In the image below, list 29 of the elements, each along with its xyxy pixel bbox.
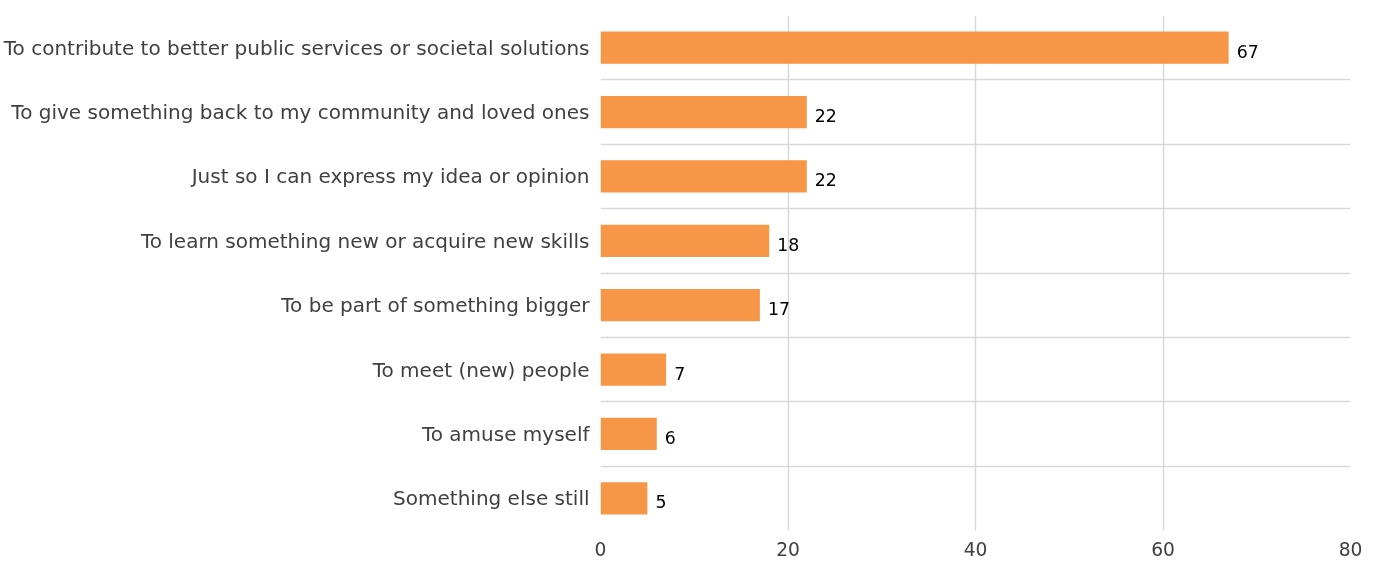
- x-tick-label: 40: [963, 538, 988, 560]
- y-tick-label: To amuse myself: [420, 421, 591, 446]
- y-tick-label: To meet (new) people: [371, 357, 590, 382]
- y-tick-label: To give something back to my community and loved ones: [10, 100, 590, 125]
- y-tick-label: Something else still: [393, 486, 590, 511]
- x-tick-label: 80: [1338, 538, 1363, 560]
- y-tick-label: Just so I can express my idea or opinion: [189, 164, 590, 189]
- y-tick-label: To be part of something bigger: [280, 293, 591, 318]
- data-label: 17: [767, 299, 790, 320]
- y-tick-label: To learn something new or acquire new skills: [139, 228, 590, 253]
- x-tick-label: 0: [594, 538, 607, 560]
- bar: [600, 31, 1229, 64]
- x-tick-label: 60: [1151, 538, 1175, 560]
- data-label: 6: [664, 427, 676, 448]
- bar: [600, 160, 807, 193]
- bar: [600, 353, 667, 386]
- bar: [600, 289, 760, 322]
- x-tick-label: 20: [776, 538, 800, 560]
- data-label: 18: [777, 234, 800, 255]
- y-tick-label: To contribute to better public services or societal solutions: [2, 35, 590, 60]
- bar: [600, 482, 648, 515]
- bar: [600, 224, 770, 257]
- data-label: 5: [655, 492, 667, 513]
- bar: [600, 95, 807, 129]
- bar: [600, 417, 657, 451]
- data-label: 22: [814, 170, 837, 191]
- data-label: 22: [814, 106, 837, 127]
- data-label: 7: [674, 363, 686, 384]
- data-label: 67: [1236, 41, 1259, 62]
